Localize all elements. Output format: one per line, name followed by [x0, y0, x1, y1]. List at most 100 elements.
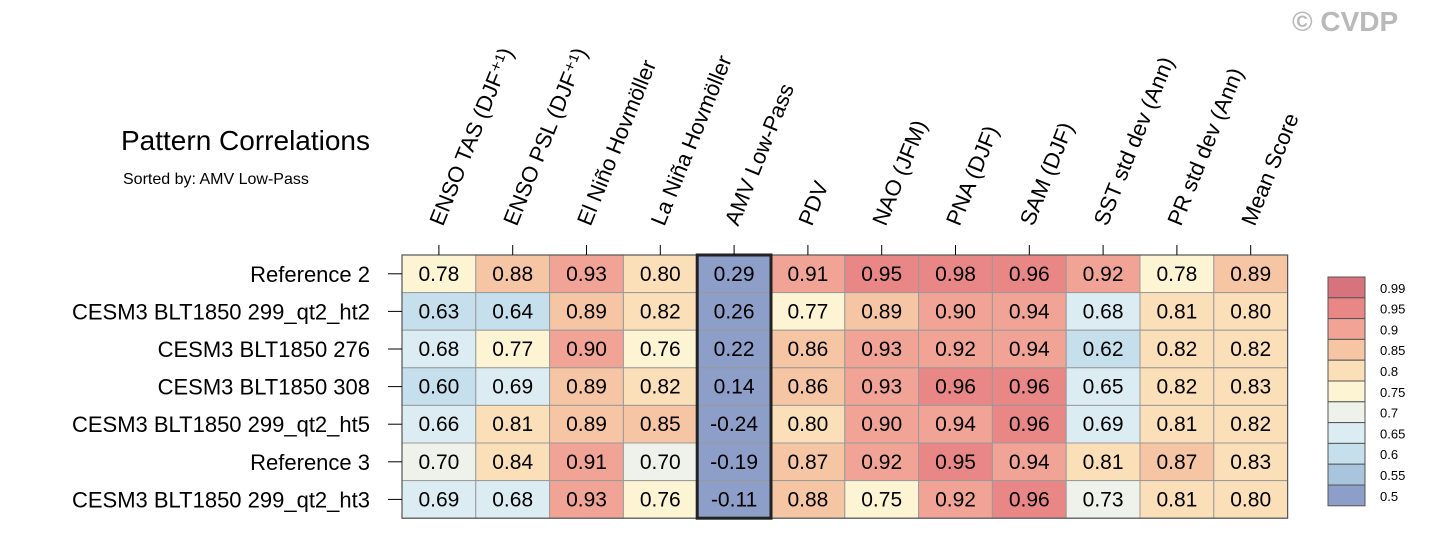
heatmap-cell: [696, 480, 772, 519]
cell-value-label: 0.96: [1009, 413, 1050, 436]
cell-value-label: 0.78: [418, 263, 459, 286]
colorbar-swatch: [1327, 401, 1366, 424]
row-label: CESM3 BLT1850 308: [158, 375, 370, 400]
cell-value-label: 0.75: [861, 488, 902, 511]
cell-value-label: 0.73: [1083, 488, 1124, 511]
colorbar-swatch: [1327, 318, 1366, 340]
colorbar-tick-label: 0.85: [1380, 343, 1405, 358]
heatmap-cell: [401, 367, 477, 406]
heatmap-cell: [1139, 442, 1215, 482]
cell-value-label: 0.95: [935, 451, 976, 474]
cell-value-label: 0.94: [1009, 338, 1050, 361]
column-label: NAO (JFM): [867, 116, 932, 228]
heatmap-cell: [549, 329, 624, 369]
heatmap-cell: [622, 480, 698, 519]
heatmap-cell: [1065, 329, 1141, 369]
colorbar-swatch: [1327, 380, 1366, 403]
cell-value-label: 0.85: [640, 413, 681, 436]
cell-value-label: 0.91: [566, 451, 607, 474]
colorbar-tick-label: 0.75: [1380, 385, 1405, 400]
cell-value-label: 0.76: [640, 338, 681, 361]
heatmap-cell: [1065, 442, 1141, 482]
heatmap-cell: [1065, 404, 1141, 444]
cell-value-label: 0.96: [935, 376, 976, 399]
colorbar-tick-label: 0.8: [1380, 364, 1398, 379]
column-label: ENSO TAS (DJF⁺¹): [424, 44, 518, 229]
heatmap-cell: [1065, 480, 1141, 519]
colorbar-tick-label: 0.65: [1380, 426, 1405, 441]
cell-value-label: 0.68: [492, 488, 533, 511]
heatmap-cell: [918, 404, 993, 444]
heatmap-cell: [844, 442, 920, 482]
column-label: SST std dev (Ann): [1089, 53, 1179, 229]
cell-value-label: -0.19: [710, 451, 758, 474]
row-label: CESM3 BLT1850 276: [158, 337, 370, 362]
cell-value-label: 0.84: [492, 451, 533, 474]
heatmap-cell: [770, 292, 846, 331]
colorbar-tick-label: 0.99: [1380, 281, 1405, 296]
cell-value-label: 0.93: [861, 338, 902, 361]
cell-value-label: 0.93: [566, 263, 607, 286]
cell-value-label: 0.69: [418, 488, 459, 511]
heatmap-cell: [622, 404, 698, 444]
column-label: AMV Low-Pass: [720, 80, 800, 229]
cell-value-label: 0.68: [1083, 300, 1124, 323]
cell-value-label: 0.68: [418, 338, 459, 361]
heatmap-cell: [844, 292, 920, 331]
cell-value-label: 0.82: [1156, 376, 1197, 399]
heatmap-cell: [475, 442, 551, 482]
heatmap-cell: [401, 442, 477, 482]
cell-value-label: 0.89: [566, 413, 607, 436]
cell-value-label: 0.96: [1009, 376, 1050, 399]
heatmap-cell: [475, 367, 551, 406]
heatmap-cell: [696, 292, 772, 331]
cell-value-label: 0.60: [418, 376, 459, 399]
heatmap-cell: [918, 442, 993, 482]
cell-value-label: 0.94: [935, 413, 976, 436]
cell-value-label: 0.90: [935, 300, 976, 323]
cell-value-label: 0.81: [1083, 451, 1124, 474]
cell-value-label: 0.26: [714, 300, 755, 323]
heatmap-cell: [844, 367, 920, 406]
cell-value-label: 0.70: [640, 451, 681, 474]
cell-value-label: 0.81: [492, 413, 533, 436]
heatmap-cell: [401, 404, 477, 444]
heatmap-cell: [1139, 292, 1215, 331]
column-label: PR std dev (Ann): [1162, 64, 1248, 229]
cell-value-label: 0.87: [1156, 451, 1197, 474]
cell-value-label: 0.78: [1156, 263, 1197, 286]
row-label: Reference 2: [250, 262, 370, 287]
cell-value-label: 0.82: [1230, 338, 1271, 361]
colorbar-swatch: [1327, 276, 1366, 299]
column-label: SAM (DJF): [1015, 119, 1079, 229]
colorbar-swatch: [1327, 297, 1366, 320]
column-label: PDV: [793, 177, 833, 229]
cell-value-label: 0.94: [1009, 451, 1050, 474]
cell-value-label: 0.86: [787, 376, 828, 399]
cell-value-label: 0.92: [935, 488, 976, 511]
cell-value-label: 0.80: [1230, 300, 1271, 323]
cell-value-label: 0.94: [1009, 300, 1050, 323]
heatmap-cell: [770, 480, 846, 519]
heatmap-cell: [696, 442, 772, 482]
colorbar-swatch: [1327, 422, 1366, 444]
cell-value-label: 0.14: [714, 376, 755, 399]
cell-value-label: 0.86: [787, 338, 828, 361]
cell-value-label: 0.62: [1083, 338, 1124, 361]
cell-value-label: 0.77: [787, 300, 828, 323]
cell-value-label: 0.29: [714, 263, 755, 286]
cell-value-label: 0.69: [1083, 413, 1124, 436]
heatmap-cell: [1213, 480, 1289, 519]
cell-value-label: 0.81: [1156, 488, 1197, 511]
cell-value-label: 0.76: [640, 488, 681, 511]
colorbar-tick-label: 0.6: [1380, 447, 1398, 462]
cell-value-label: 0.96: [1009, 488, 1050, 511]
heatmap-cell: [549, 367, 624, 406]
cell-value-label: 0.92: [1083, 263, 1124, 286]
cell-value-label: 0.88: [787, 488, 828, 511]
heatmap-cell: [475, 254, 551, 294]
colorbar-swatch: [1327, 442, 1366, 465]
cell-value-label: 0.64: [492, 300, 533, 323]
watermark: © CVDP: [1292, 6, 1399, 37]
row-label: Reference 3: [250, 450, 370, 475]
